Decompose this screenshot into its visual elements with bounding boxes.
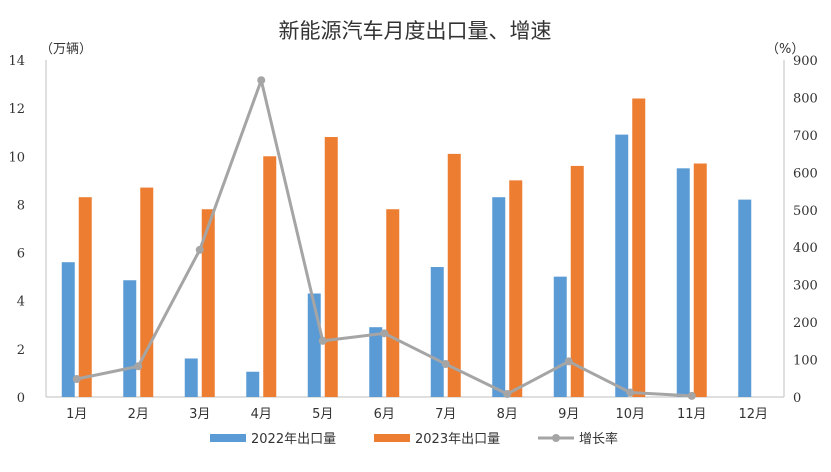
line-layer bbox=[72, 76, 696, 400]
right-axis-tick-label: 800 bbox=[793, 91, 818, 106]
bar-2023 bbox=[324, 137, 338, 397]
right-axis-tick-label: 900 bbox=[793, 54, 818, 69]
right-axis-unit: （%） bbox=[766, 42, 804, 57]
legend-label-2022: 2022年出口量 bbox=[251, 432, 336, 447]
growth-rate-point bbox=[318, 336, 327, 345]
axes-layer: 0 2 4 6 8 10 12 14 0 100 200 300 400 500 600 700 800 900 1… bbox=[8, 54, 817, 422]
right-axis-tick-label: 700 bbox=[793, 129, 818, 144]
x-axis-tick-label: 4月 bbox=[251, 407, 272, 422]
bar-2023 bbox=[447, 153, 461, 397]
bar-2023 bbox=[693, 163, 707, 397]
x-axis-tick-label: 3月 bbox=[189, 407, 210, 422]
growth-rate-point bbox=[564, 357, 573, 366]
x-axis-tick-label: 12月 bbox=[738, 407, 768, 422]
x-axis-tick-label: 6月 bbox=[374, 407, 395, 422]
legend-marker-growth bbox=[552, 434, 560, 442]
left-axis-tick-label: 0 bbox=[17, 391, 25, 406]
legend-swatch-2023 bbox=[374, 434, 410, 442]
left-axis-tick-label: 6 bbox=[17, 247, 25, 262]
legend-label-2023: 2023年出口量 bbox=[415, 432, 500, 447]
x-axis-tick-label: 11月 bbox=[677, 407, 707, 422]
x-axis-tick-label: 8月 bbox=[497, 407, 518, 422]
bar-2023 bbox=[386, 209, 400, 397]
x-axis-tick-label: 7月 bbox=[435, 407, 456, 422]
bar-2022 bbox=[553, 276, 567, 397]
right-axis-tick-label: 300 bbox=[793, 279, 818, 294]
left-axis-tick-label: 4 bbox=[17, 295, 25, 310]
left-axis-tick-label: 12 bbox=[8, 102, 25, 117]
bar-2022 bbox=[369, 327, 383, 397]
bar-2022 bbox=[246, 371, 260, 397]
bar-2023 bbox=[263, 156, 277, 397]
bar-2022 bbox=[738, 199, 752, 397]
bar-2023 bbox=[632, 98, 646, 397]
bar-2022 bbox=[492, 197, 506, 397]
legend-swatch-2022 bbox=[210, 434, 246, 442]
growth-rate-line bbox=[76, 78, 692, 398]
growth-rate-point bbox=[380, 329, 389, 338]
bar-2023 bbox=[78, 197, 92, 397]
left-axis-tick-label: 10 bbox=[8, 150, 25, 165]
x-axis-tick-label: 10月 bbox=[615, 407, 645, 422]
bars-layer bbox=[61, 98, 752, 397]
bar-2022 bbox=[184, 358, 198, 397]
right-axis-tick-label: 500 bbox=[793, 204, 818, 219]
right-axis-tick-label: 600 bbox=[793, 166, 818, 181]
growth-rate-point bbox=[626, 388, 635, 397]
x-axis-tick-label: 2月 bbox=[128, 407, 149, 422]
left-axis-unit: （万辆） bbox=[40, 42, 92, 57]
chart-title: 新能源汽车月度出口量、增速 bbox=[279, 19, 552, 43]
legend-label-growth: 增长率 bbox=[579, 431, 618, 447]
growth-rate-point bbox=[441, 360, 450, 369]
growth-rate-point bbox=[72, 375, 81, 384]
left-axis-tick-label: 2 bbox=[17, 343, 25, 358]
growth-rate-point bbox=[687, 391, 696, 400]
bar-2022 bbox=[61, 262, 75, 397]
growth-rate-point bbox=[503, 390, 512, 399]
right-axis-tick-label: 200 bbox=[793, 316, 818, 331]
bar-2022 bbox=[676, 168, 690, 397]
right-axis-tick-label: 100 bbox=[793, 354, 818, 369]
legend: 2022年出口量 2023年出口量 增长率 bbox=[210, 431, 618, 447]
x-axis-tick-label: 5月 bbox=[312, 407, 333, 422]
x-axis-tick-label: 1月 bbox=[66, 407, 87, 422]
bar-2023 bbox=[201, 209, 215, 397]
growth-rate-point bbox=[134, 362, 143, 371]
bar-2022 bbox=[430, 267, 444, 397]
right-axis-tick-label: 400 bbox=[793, 241, 818, 256]
bar-2022 bbox=[615, 134, 629, 397]
left-axis-tick-label: 14 bbox=[8, 54, 25, 69]
bar-2023 bbox=[509, 180, 523, 397]
growth-rate-point bbox=[257, 76, 266, 85]
bar-2023 bbox=[140, 187, 154, 397]
left-axis-tick-label: 8 bbox=[17, 198, 25, 213]
right-axis-tick-label: 0 bbox=[793, 391, 801, 406]
bar-2023 bbox=[570, 165, 584, 397]
bar-2022 bbox=[123, 280, 137, 397]
growth-rate-point bbox=[195, 245, 204, 254]
x-axis-tick-label: 9月 bbox=[558, 407, 579, 422]
